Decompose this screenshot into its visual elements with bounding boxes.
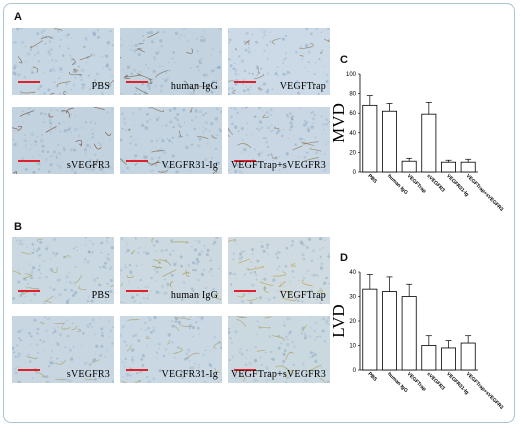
y-tick-label: 20 <box>349 150 356 156</box>
mvd-bar-chart: 0 20 40 60 80 100 MVD PBS human IgG VEGFTrap sVEGF… <box>329 68 504 223</box>
micrograph-b-vegftrap: VEGFTrap <box>228 237 330 304</box>
micrograph-a-pbs: PBS <box>12 28 114 95</box>
micrograph-a-vegfr31-ig: VEGFR31-Ig <box>120 107 222 174</box>
scale-bar <box>18 160 40 162</box>
category-label: sVEGFR3 <box>425 371 446 392</box>
tissue-texture <box>228 28 330 95</box>
y-tick-label: 0 <box>353 170 357 176</box>
bar-human-igg <box>382 291 397 371</box>
bar-vegftrap <box>401 160 417 173</box>
bar-vegftrap <box>401 296 417 371</box>
panel-letter-a: A <box>14 11 22 23</box>
y-tick-label: 60 <box>349 111 356 117</box>
y-tick-label: 30 <box>349 295 356 301</box>
lvd-bar-chart: 0 10 20 30 40 LVD PBS human IgG VEGFTrap sVEGFR3 V… <box>329 266 504 421</box>
scale-bar <box>18 81 40 83</box>
y-axis-title: LVD <box>329 304 348 337</box>
y-axis-title: MVD <box>329 103 348 143</box>
scale-bar <box>126 160 148 162</box>
tissue-texture <box>12 28 114 95</box>
micrograph-label: VEGFTrap <box>279 81 326 92</box>
tissue-texture <box>12 107 114 174</box>
panel-letter-c: C <box>340 54 348 66</box>
bar-vegftrap-plus-svegfr3 <box>460 342 476 371</box>
scale-bar <box>18 369 40 371</box>
micrograph-label: PBS <box>91 290 110 301</box>
micrograph-a-vegftrap-plus-svegfr3: VEGFTrap+sVEGFR3 <box>228 107 330 174</box>
micrograph-b-pbs: PBS <box>12 237 114 304</box>
bar-svegfr3 <box>421 345 437 371</box>
micrograph-label: VEGFTrap+sVEGFR3 <box>230 160 326 171</box>
micrograph-a-human-igg: human IgG <box>120 28 222 95</box>
micrograph-label: human IgG <box>170 290 218 301</box>
tissue-texture <box>120 107 222 174</box>
micrograph-label: human IgG <box>170 81 218 92</box>
y-tick-label: 20 <box>349 319 356 325</box>
category-label: PBS <box>366 371 378 383</box>
y-tick-label: 40 <box>349 270 356 276</box>
panel-letter-d: D <box>340 252 348 264</box>
micrograph-label: sVEGFR3 <box>66 160 110 171</box>
scale-bar <box>126 290 148 292</box>
tissue-texture <box>228 107 330 174</box>
bar-human-igg <box>382 110 397 173</box>
scale-bar <box>234 290 256 292</box>
scale-bar <box>234 160 256 162</box>
micrograph-a-svegfr3: sVEGFR3 <box>12 107 114 174</box>
micrograph-b-vegfr31-ig: VEGFR31-Ig <box>120 316 222 383</box>
y-tick-label: 0 <box>353 368 357 374</box>
figure-frame <box>3 3 515 423</box>
bar-pbs <box>362 104 378 173</box>
bar-vegfr31-ig <box>441 161 456 173</box>
bar-vegfr31-ig <box>441 347 456 371</box>
micrograph-label: VEGFTrap+sVEGFR3 <box>230 369 326 380</box>
micrograph-label: PBS <box>91 81 110 92</box>
micrograph-b-vegftrap-plus-svegfr3: VEGFTrap+sVEGFR3 <box>228 316 330 383</box>
tissue-texture <box>12 237 114 304</box>
tissue-texture <box>120 316 222 383</box>
micrograph-label: sVEGFR3 <box>66 369 110 380</box>
micrograph-label: VEGFR31-Ig <box>161 369 218 380</box>
micrograph-a-vegftrap: VEGFTrap <box>228 28 330 95</box>
bar-svegfr3 <box>421 113 437 173</box>
tissue-texture <box>120 28 222 95</box>
scale-bar <box>234 81 256 83</box>
scale-bar <box>234 369 256 371</box>
micrograph-label: VEGFTrap <box>279 290 326 301</box>
tissue-texture <box>228 237 330 304</box>
micrograph-b-svegfr3: sVEGFR3 <box>12 316 114 383</box>
tissue-texture <box>12 316 114 383</box>
y-tick-label: 40 <box>349 131 356 137</box>
category-label: PBS <box>366 173 378 185</box>
panel-letter-b: B <box>14 221 22 233</box>
category-label: sVEGFR3 <box>425 173 446 194</box>
bar-pbs <box>362 288 378 371</box>
y-tick-label: 10 <box>349 344 356 350</box>
scale-bar <box>126 81 148 83</box>
tissue-texture <box>120 237 222 304</box>
micrograph-label: VEGFR31-Ig <box>161 160 218 171</box>
tissue-texture <box>228 316 330 383</box>
micrograph-b-human-igg: human IgG <box>120 237 222 304</box>
bar-vegftrap-plus-svegfr3 <box>460 161 476 173</box>
y-tick-label: 80 <box>349 92 356 98</box>
scale-bar <box>18 290 40 292</box>
y-tick-label: 100 <box>346 72 357 78</box>
scale-bar <box>126 369 148 371</box>
